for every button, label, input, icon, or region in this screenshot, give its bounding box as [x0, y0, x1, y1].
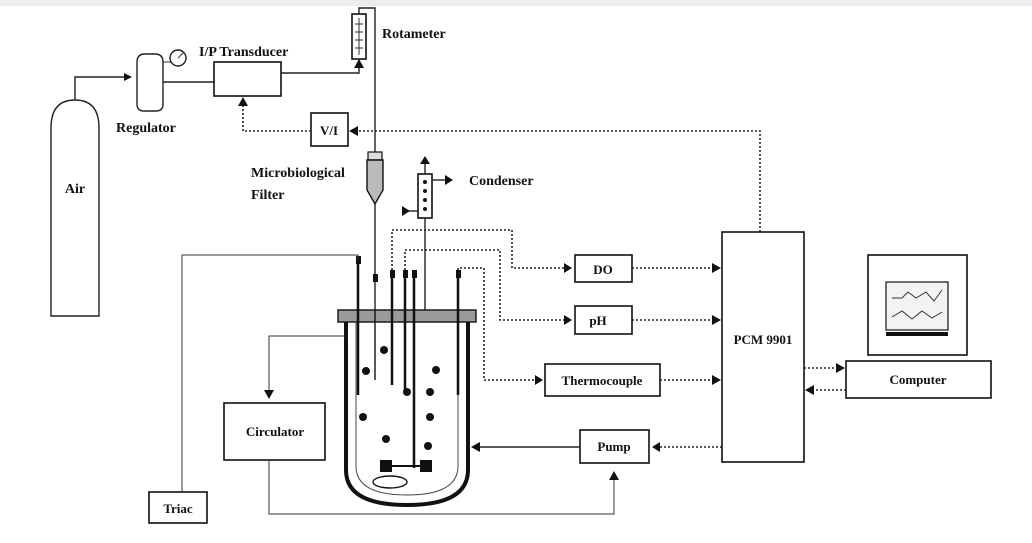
rotameter — [351, 13, 367, 60]
air-cylinder — [50, 99, 100, 317]
filter-label-line2: Filter — [251, 188, 284, 203]
condenser — [402, 156, 453, 310]
vessel-jacket — [344, 322, 470, 508]
air-flow-arrow — [124, 73, 132, 81]
ph-arrow — [564, 315, 572, 325]
ph-probe-signal — [404, 249, 568, 321]
computer-label: Computer — [889, 372, 946, 387]
ip-transducer-label: I/P Transducer — [199, 45, 288, 60]
circulator-label: Circulator — [246, 424, 304, 439]
pump-signal-arrow — [652, 442, 660, 452]
air-label: Air — [65, 182, 85, 197]
thermocouple-pcm-arrow — [712, 375, 721, 385]
regulator — [136, 49, 187, 112]
top-bar — [0, 0, 1032, 6]
ph-pcm-arrow — [712, 315, 721, 325]
filter-label-line1: Microbiological — [251, 166, 345, 181]
air-pipe — [74, 76, 128, 100]
circulator-box — [223, 402, 326, 461]
thermocouple-box — [544, 363, 661, 397]
do-probe-signal — [391, 229, 568, 270]
bioreactor-vessel — [337, 256, 477, 508]
condenser-label: Condenser — [469, 174, 534, 189]
transducer-to-rotameter-pipe — [281, 60, 360, 74]
triac-to-heater-wire — [181, 254, 359, 492]
ph-box — [574, 305, 633, 335]
pump-label: Pump — [597, 439, 630, 454]
thermocouple-probe-signal — [457, 267, 537, 381]
vi-label: V/I — [320, 123, 338, 138]
circulator-inlet-arrow — [264, 390, 274, 399]
pcm-in-arrow — [805, 385, 814, 395]
transducer-signal-arrow — [238, 97, 248, 106]
vessel-to-circulator-pipe — [268, 335, 346, 392]
vi-signal-arrow — [349, 126, 358, 136]
triac-label: Triac — [163, 501, 193, 516]
vi-converter-box — [310, 112, 349, 147]
ip-transducer-box — [213, 61, 282, 97]
do-arrow — [564, 263, 572, 273]
pump-inlet-arrow — [609, 471, 619, 480]
gauge-needle — [177, 52, 184, 59]
do-label: DO — [593, 262, 613, 277]
triac-box — [148, 491, 208, 524]
computer-in-arrow — [836, 363, 845, 373]
computer-monitor — [867, 254, 968, 356]
microbiological-filter — [366, 151, 384, 206]
do-pcm-arrow — [712, 263, 721, 273]
pcm-to-vi-signal — [352, 130, 761, 232]
circulator-to-pump-pipe — [268, 460, 615, 515]
thermocouple-arrow — [535, 375, 543, 385]
pcm-label: PCM 9901 — [734, 332, 793, 347]
vi-to-transducer-signal — [242, 100, 311, 132]
pcm-box — [721, 231, 805, 463]
rotameter-to-filter-pipe — [358, 7, 376, 152]
regulator-label: Regulator — [116, 121, 176, 136]
computer-box — [845, 360, 992, 399]
vessel-lid — [337, 309, 477, 323]
thermocouple-label: Thermocouple — [562, 373, 643, 388]
ph-label: pH — [589, 313, 606, 328]
pump-outlet-arrow — [471, 442, 480, 452]
rotameter-inlet-arrow — [354, 59, 364, 68]
rotameter-label: Rotameter — [382, 27, 446, 42]
